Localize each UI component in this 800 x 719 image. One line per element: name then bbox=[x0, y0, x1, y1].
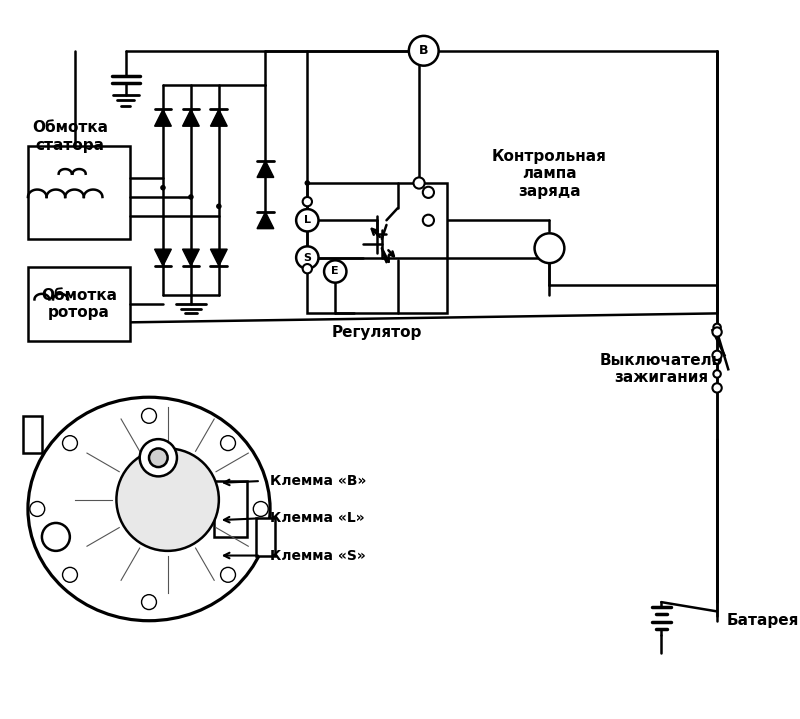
Polygon shape bbox=[210, 249, 227, 266]
Circle shape bbox=[534, 233, 564, 263]
Polygon shape bbox=[154, 109, 171, 127]
Circle shape bbox=[714, 370, 721, 377]
Circle shape bbox=[324, 260, 346, 283]
Circle shape bbox=[142, 595, 157, 610]
Text: Выключатель
зажигания: Выключатель зажигания bbox=[600, 353, 722, 385]
Circle shape bbox=[423, 187, 434, 198]
Text: S: S bbox=[303, 252, 311, 262]
Bar bbox=[28, 146, 130, 239]
Text: Клемма «S»: Клемма «S» bbox=[270, 549, 366, 562]
Text: Клемма «В»: Клемма «В» bbox=[270, 474, 366, 488]
Polygon shape bbox=[182, 109, 199, 127]
Polygon shape bbox=[257, 212, 274, 229]
Bar bbox=[23, 416, 42, 453]
Text: Клемма «L»: Клемма «L» bbox=[270, 511, 365, 526]
Circle shape bbox=[414, 178, 425, 188]
Circle shape bbox=[296, 209, 318, 232]
Circle shape bbox=[42, 523, 70, 551]
Bar bbox=[214, 481, 246, 537]
Circle shape bbox=[216, 203, 222, 209]
Text: Батарея: Батарея bbox=[726, 613, 798, 628]
Bar bbox=[307, 183, 447, 313]
Circle shape bbox=[305, 180, 310, 186]
Text: L: L bbox=[304, 215, 311, 225]
Text: B: B bbox=[419, 45, 429, 58]
Circle shape bbox=[62, 436, 78, 451]
Circle shape bbox=[117, 449, 219, 551]
Circle shape bbox=[409, 36, 438, 65]
Polygon shape bbox=[257, 160, 274, 178]
Circle shape bbox=[423, 215, 434, 226]
Text: E: E bbox=[331, 267, 339, 277]
Circle shape bbox=[302, 264, 312, 273]
Text: Контрольная
лампа
заряда: Контрольная лампа заряда bbox=[492, 149, 607, 198]
Circle shape bbox=[713, 351, 722, 360]
Circle shape bbox=[713, 327, 722, 336]
Circle shape bbox=[714, 356, 721, 364]
Polygon shape bbox=[182, 249, 199, 266]
Circle shape bbox=[302, 197, 312, 206]
Circle shape bbox=[140, 439, 177, 477]
Circle shape bbox=[149, 449, 168, 467]
Circle shape bbox=[221, 436, 235, 451]
Circle shape bbox=[188, 194, 194, 200]
Circle shape bbox=[30, 502, 45, 516]
Circle shape bbox=[221, 567, 235, 582]
Circle shape bbox=[714, 324, 721, 331]
Circle shape bbox=[160, 185, 166, 191]
Bar bbox=[28, 267, 130, 342]
Circle shape bbox=[713, 383, 722, 393]
Polygon shape bbox=[154, 249, 171, 266]
Polygon shape bbox=[210, 109, 227, 127]
Text: Регулятор: Регулятор bbox=[332, 324, 422, 339]
Circle shape bbox=[62, 567, 78, 582]
Text: Обмотка
статора: Обмотка статора bbox=[32, 120, 108, 152]
Circle shape bbox=[254, 502, 268, 516]
Circle shape bbox=[296, 247, 318, 269]
Text: Обмотка
ротора: Обмотка ротора bbox=[41, 288, 117, 320]
Circle shape bbox=[142, 408, 157, 423]
Bar bbox=[256, 518, 274, 556]
